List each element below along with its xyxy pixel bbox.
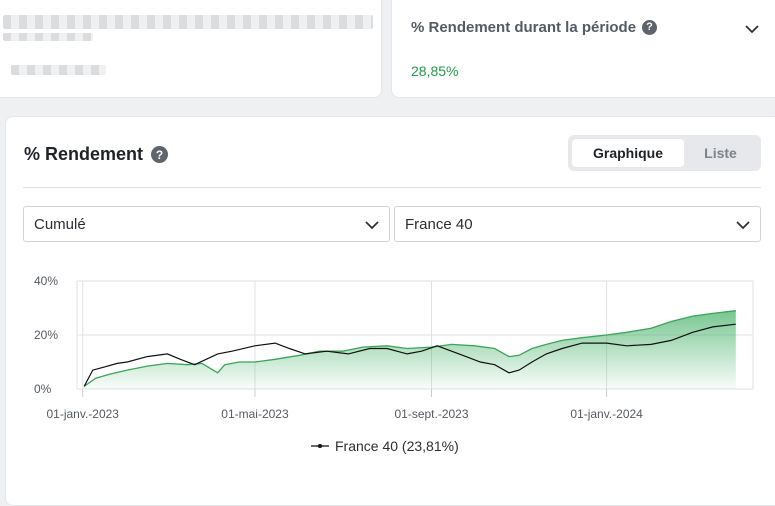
- period-return-title: % Rendement durant la période ?: [411, 19, 658, 36]
- portfolio-area: [84, 310, 736, 389]
- legend-marker: [318, 444, 322, 448]
- tab-liste[interactable]: Liste: [704, 145, 737, 161]
- legend-label: France 40 (23,81%): [335, 438, 459, 454]
- chevron-down-icon: [736, 221, 750, 230]
- help-icon[interactable]: ?: [642, 20, 658, 35]
- performance-card: % Rendement ? Graphique Liste Cumulé Fra…: [5, 116, 775, 506]
- y-tick-label: 40%: [34, 274, 58, 288]
- portfolio-line: [83, 310, 736, 387]
- chevron-down-icon: [365, 221, 379, 230]
- x-tick-label: 01-mai-2023: [221, 407, 289, 421]
- x-tick-label: 01-sept.-2023: [394, 407, 468, 421]
- redacted-account-name: [3, 15, 373, 29]
- x-tick-label: 01-janv.-2023: [46, 407, 119, 421]
- period-return-value: 28,85%: [411, 63, 459, 79]
- tab-graphique[interactable]: Graphique: [572, 139, 684, 167]
- chevron-down-icon[interactable]: [744, 21, 760, 37]
- period-return-card[interactable]: % Rendement durant la période ? 28,85%: [391, 0, 775, 98]
- return-mode-select[interactable]: Cumulé: [23, 206, 390, 242]
- redacted-account-name-line2: [3, 33, 93, 41]
- performance-chart[interactable]: 40% 20% 0% 01-janv.-2023 01-mai-2023 01-sept.…: [0, 0, 775, 494]
- index-line: [83, 323, 736, 387]
- period-return-title-text: % Rendement durant la période: [411, 19, 637, 36]
- performance-title-text: % Rendement: [24, 144, 144, 164]
- benchmark-select[interactable]: France 40: [394, 206, 761, 242]
- view-toggle: Graphique Liste: [568, 135, 761, 171]
- benchmark-value: France 40: [405, 215, 473, 233]
- performance-title: % Rendement ?: [24, 144, 169, 165]
- divider: [23, 187, 761, 188]
- return-mode-value: Cumulé: [34, 215, 86, 233]
- x-tick-label: 01-janv.-2024: [570, 407, 643, 421]
- help-icon[interactable]: ?: [151, 146, 169, 163]
- y-tick-label: 20%: [34, 328, 58, 342]
- account-summary-card: [0, 0, 382, 98]
- y-tick-label: 0%: [34, 382, 52, 396]
- redacted-account-number: [11, 65, 106, 75]
